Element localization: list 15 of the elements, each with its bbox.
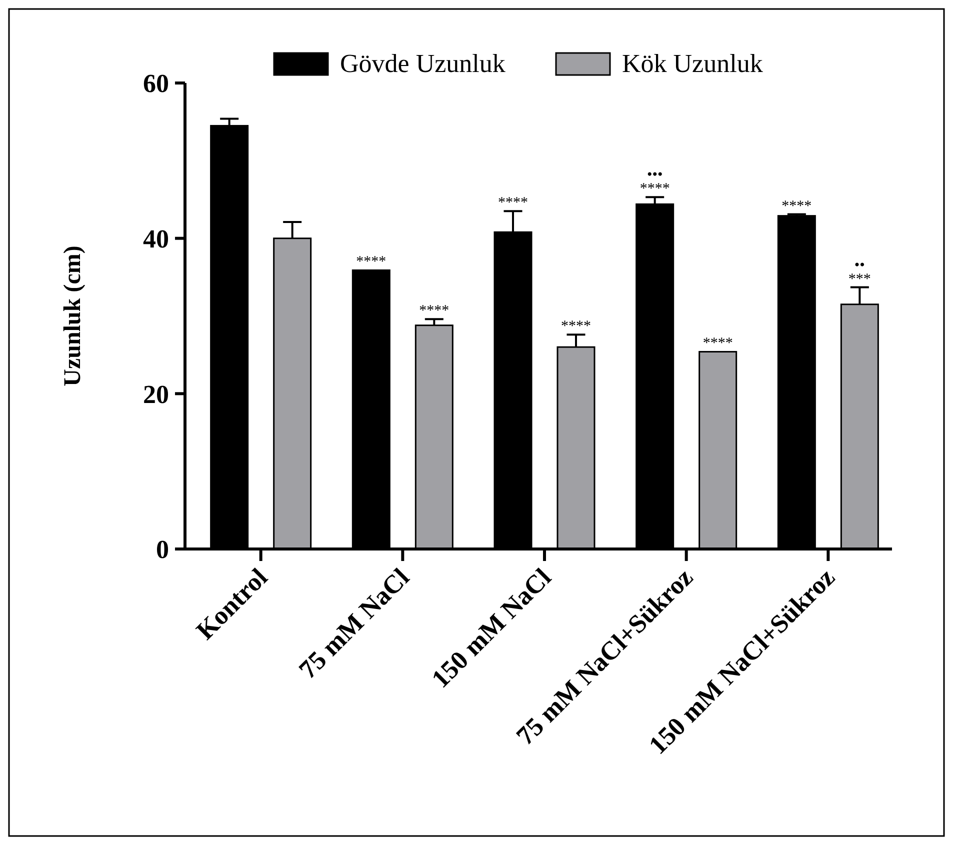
data-label: •• *** [848,257,871,288]
data-label: **** [356,254,386,270]
y-tick-label: 20 [143,380,169,409]
data-label: **** [702,336,733,352]
data-label: **** [561,318,591,335]
legend-label: Kök Uzunluk [622,49,763,78]
y-tick-label: 40 [143,224,169,254]
y-tick-label: 60 [143,69,169,98]
data-label: **** [498,195,528,212]
data-label: **** [419,303,450,320]
data-label: ••• **** [640,167,670,198]
y-tick-label: 0 [156,535,169,564]
data-label: **** [782,198,812,214]
y-axis-title: Uzunluk (cm) [60,246,86,386]
legend-label: Gövde Uzunluk [340,49,506,78]
